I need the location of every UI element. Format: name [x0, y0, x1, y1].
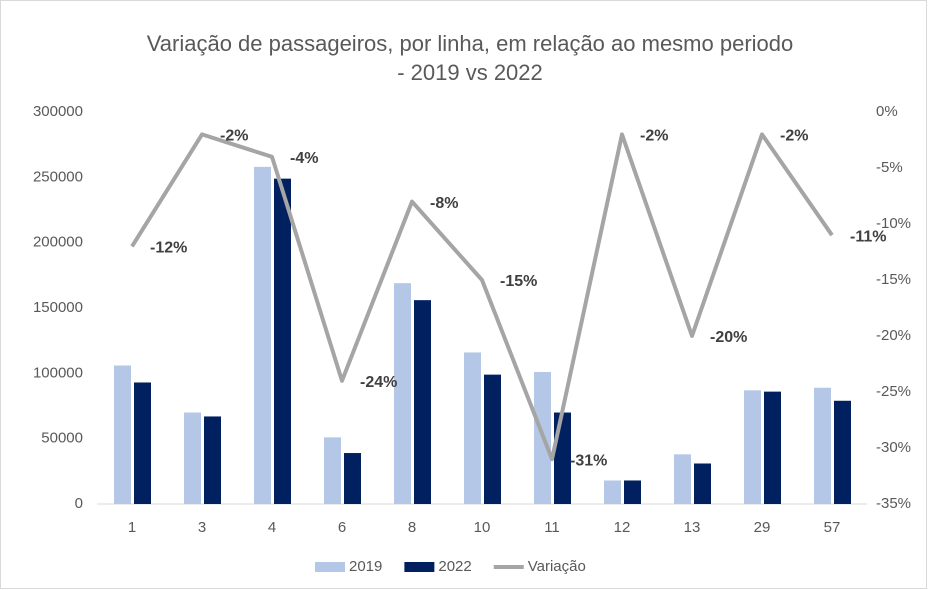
bar [604, 480, 621, 504]
bar [414, 300, 431, 504]
bar [694, 463, 711, 504]
chart-title: - 2019 vs 2022 [397, 60, 543, 85]
data-label: -11% [850, 228, 886, 245]
data-label: -2% [640, 128, 668, 145]
bar [484, 374, 501, 504]
y-tick-label: 300000 [33, 103, 83, 120]
x-tick-label: 57 [824, 519, 841, 536]
y2-tick-label: -10% [876, 215, 911, 232]
legend-swatch [404, 562, 435, 572]
bar [324, 437, 341, 504]
x-tick-label: 11 [544, 519, 560, 536]
bar [814, 387, 831, 504]
x-tick-label: 6 [338, 519, 346, 536]
y2-tick-label: -15% [876, 271, 911, 288]
data-label: -24% [360, 374, 397, 391]
bar [674, 454, 691, 504]
x-tick-label: 12 [614, 519, 631, 536]
legend-label: 2022 [438, 558, 471, 575]
data-label: -31% [570, 452, 607, 469]
y-tick-label: 0 [75, 495, 83, 512]
y-tick-label: 100000 [33, 364, 83, 381]
y-tick-label: 200000 [33, 234, 83, 251]
bar [764, 391, 781, 504]
y2-tick-label: 0% [876, 103, 898, 120]
x-tick-label: 4 [268, 519, 276, 536]
line [130, 132, 834, 462]
bar [464, 352, 481, 504]
bar [344, 453, 361, 504]
bar [274, 178, 291, 504]
bar [184, 412, 201, 504]
legend-swatch [315, 562, 345, 572]
bar [134, 382, 151, 504]
y2-tick-label: -35% [876, 495, 911, 512]
data-label: -20% [710, 329, 747, 346]
x-tick-label: 8 [408, 519, 416, 536]
x-tick-label: 13 [684, 519, 701, 536]
x-tick-label: 10 [474, 519, 491, 536]
data-label: -8% [430, 195, 458, 212]
data-label: -2% [220, 128, 248, 145]
chart-title: Variação de passageiros, por linha, em r… [147, 31, 794, 56]
bar [204, 416, 221, 504]
data-label: -2% [780, 128, 808, 145]
bar [554, 412, 571, 504]
data-label: -15% [500, 273, 537, 290]
y2-tick-label: -5% [876, 159, 903, 176]
bar [394, 283, 411, 504]
bar [114, 365, 131, 504]
data-label: -12% [150, 240, 187, 257]
y2-tick-label: -30% [876, 439, 911, 456]
bar [254, 166, 271, 504]
bar [834, 400, 851, 504]
bar [624, 480, 641, 504]
y2-tick-label: -25% [876, 383, 911, 400]
y-tick-label: 50000 [41, 430, 83, 447]
legend-label: 2019 [349, 558, 382, 575]
x-tick-label: 29 [754, 519, 771, 536]
y2-tick-label: -20% [876, 327, 911, 344]
bar [744, 390, 761, 504]
x-tick-label: 1 [128, 519, 136, 536]
data-label: -4% [290, 150, 318, 167]
y-tick-label: 250000 [33, 168, 83, 185]
legend-label: Variação [528, 558, 586, 575]
x-tick-label: 3 [198, 519, 206, 536]
y-tick-label: 150000 [33, 299, 83, 316]
